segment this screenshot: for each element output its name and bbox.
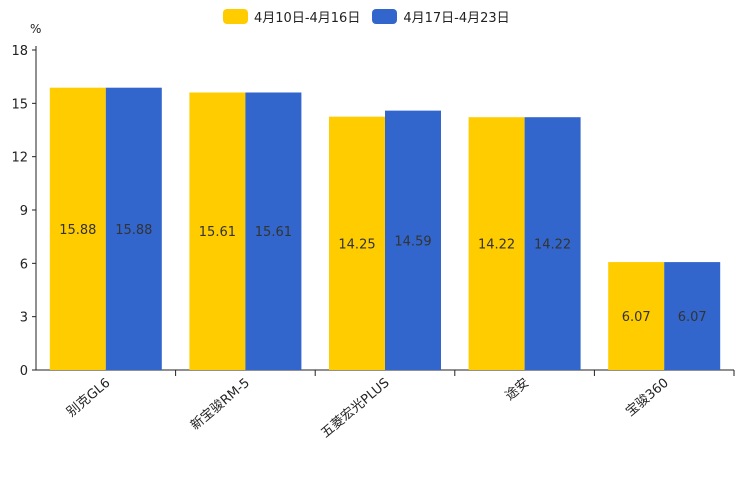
legend-swatch-series-1 [223, 9, 248, 24]
x-tick-label-4: 途安 [502, 375, 532, 404]
bar-2-5 [664, 262, 721, 370]
y-tick-label-0: 0 [20, 364, 28, 379]
data-label-2-1: 15.88 [115, 223, 152, 238]
y-tick-label-1: 3 [20, 311, 28, 326]
bar-2-1 [105, 87, 162, 370]
data-label-2-3: 14.59 [394, 234, 431, 249]
chart-legend: 4月10日-4月16日 4月17日-4月23日 [223, 7, 510, 26]
data-label-1-1: 15.88 [59, 223, 96, 238]
data-label-1-5: 6.07 [622, 310, 651, 325]
x-tick-label-1: 别克GL6 [64, 376, 113, 421]
y-tick-label-3: 9 [20, 204, 28, 219]
x-tick-label-5: 宝骏360 [623, 376, 672, 420]
bar-2-2 [245, 92, 302, 370]
data-label-2-5: 6.07 [678, 310, 707, 325]
x-tick-label-2: 新宝骏RM-5 [187, 375, 253, 434]
x-tick-label-3: 五菱宏光PLUS [318, 376, 392, 442]
bar-2-3 [385, 110, 441, 370]
y-tick-label-2: 6 [20, 257, 28, 272]
y-tick-label-4: 12 [11, 151, 28, 166]
data-label-1-2: 15.61 [199, 225, 236, 240]
y-tick-label-6: 18 [11, 44, 28, 59]
data-label-1-4: 14.22 [478, 238, 515, 253]
bar-2-4 [524, 117, 581, 370]
legend-item-series-1[interactable]: 4月10日-4月16日 [223, 7, 360, 26]
data-label-1-3: 14.25 [338, 237, 375, 252]
bar-1-1 [49, 87, 106, 370]
y-tick-label-5: 15 [11, 97, 28, 112]
data-label-2-2: 15.61 [255, 225, 292, 240]
legend-label-series-2: 4月17日-4月23日 [403, 11, 510, 26]
legend-item-series-2[interactable]: 4月17日-4月23日 [372, 7, 510, 26]
bar-1-4 [468, 117, 525, 370]
data-label-2-4: 14.22 [534, 238, 571, 253]
y-axis-unit-label: % [30, 22, 42, 36]
legend-label-series-1: 4月10日-4月16日 [254, 11, 361, 26]
legend-swatch-series-2 [372, 9, 398, 24]
bar-1-5 [608, 262, 665, 370]
bar-1-3 [329, 116, 385, 371]
bar-1-2 [189, 92, 246, 370]
